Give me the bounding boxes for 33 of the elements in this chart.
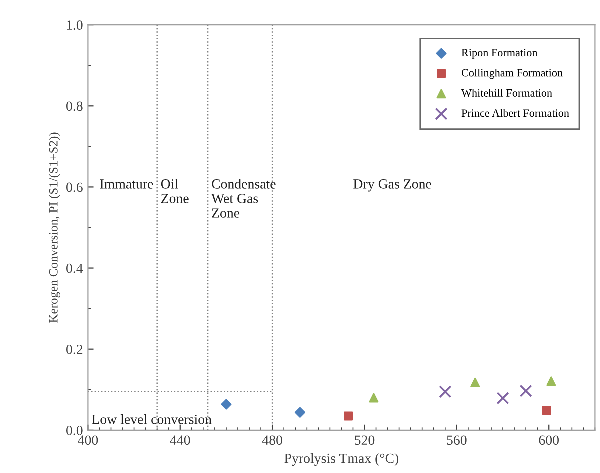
ref-line-label: Low level conversion: [92, 414, 212, 424]
point: [294, 407, 306, 418]
ref-line-label: Condensate Wet Gas Zone: [212, 179, 276, 218]
point: [470, 378, 480, 388]
ref-line-label: Oil Zone: [161, 179, 189, 204]
x-tick-label: 440: [170, 436, 190, 446]
point: [221, 399, 232, 410]
legend-label: Prince Albert Formation: [462, 109, 570, 118]
x-tick-label: 560: [447, 436, 467, 446]
x-axis-title: Pyrolysis Tmax (°C): [284, 453, 399, 466]
x-tick-label: 600: [539, 436, 559, 446]
x-tick-label: 400: [78, 436, 98, 446]
point: [546, 376, 556, 386]
y-tick-label: 0.2: [66, 344, 83, 354]
y-tick-label: 0.8: [66, 102, 83, 112]
y-tick-label: 1.0: [67, 20, 83, 30]
x-tick-label: 520: [355, 436, 375, 446]
y-tick-label: 0.4: [66, 264, 84, 274]
y-tick-label: 0.6: [66, 182, 83, 192]
legend-label: Whitehill Formation: [462, 89, 552, 97]
point: [439, 386, 452, 398]
y-axis-title: Kerogen Conversion, PI (S1/(S1+S2)): [49, 132, 60, 323]
y-tick-label: 0.0: [66, 426, 83, 436]
annotation: Dry Gas Zone: [354, 180, 432, 192]
x-tick-label: 480: [262, 436, 282, 446]
legend-label: Ripon Formation: [462, 49, 538, 59]
point: [344, 412, 354, 421]
point: [496, 392, 510, 405]
legend-label: Collingham Formation: [462, 68, 563, 80]
point: [520, 384, 532, 398]
point: [369, 393, 379, 403]
annotation: Immature: [100, 180, 154, 189]
point: [542, 406, 552, 416]
